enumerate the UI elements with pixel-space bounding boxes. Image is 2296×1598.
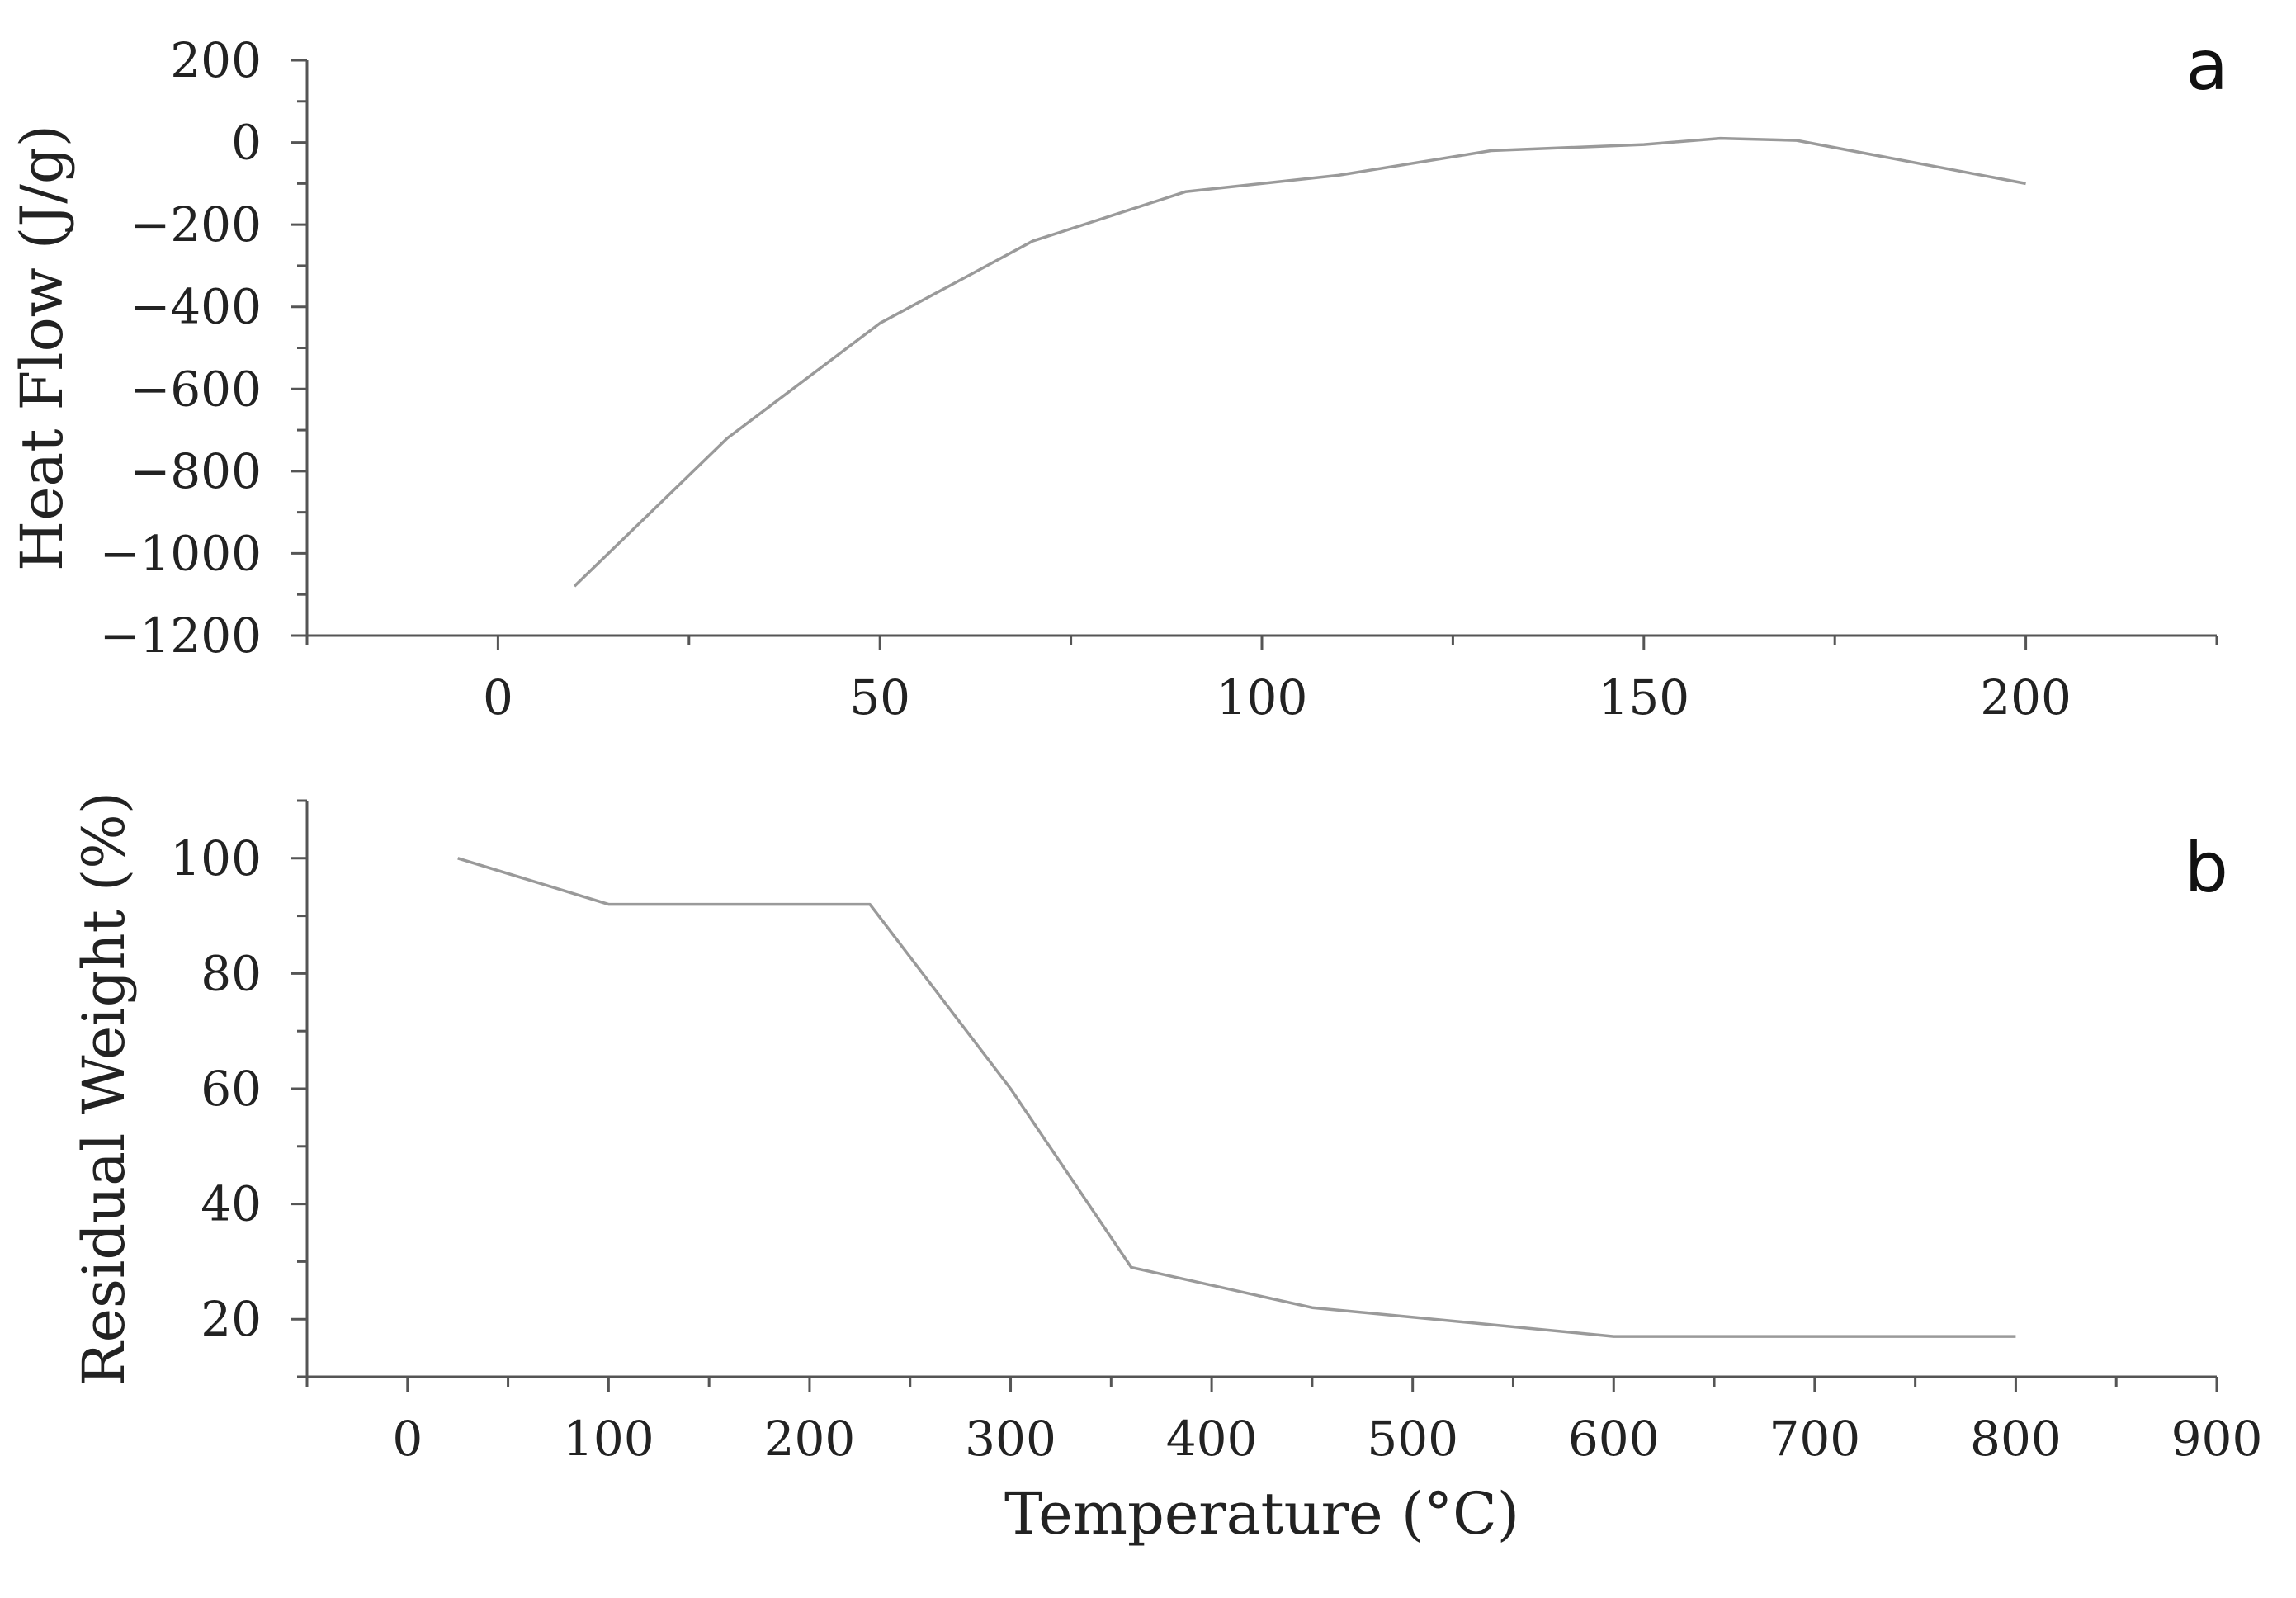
x-tick-label: 100 (1217, 669, 1308, 726)
y-tick-label: −200 (130, 196, 262, 253)
x-tick-label: 0 (392, 1411, 423, 1467)
x-axis-label: Temperature (°C) (1004, 1480, 1519, 1548)
series-line (573, 136, 2026, 588)
y-tick-label: 0 (231, 115, 262, 171)
x-tick-label: 100 (563, 1411, 654, 1467)
y-axis-label: Heat Flow (J/g) (8, 125, 76, 571)
y-tick-label: 80 (201, 945, 262, 1001)
y-tick-label: 60 (201, 1061, 262, 1117)
y-tick-label: 100 (170, 830, 262, 886)
x-tick-label: 400 (1166, 1411, 1258, 1467)
x-tick-label: 200 (1980, 669, 2072, 726)
x-tick-label: 150 (1598, 669, 1689, 726)
x-tick-label: 300 (965, 1411, 1056, 1467)
y-tick-label: −800 (130, 443, 262, 499)
y-tick-label: 200 (170, 32, 262, 88)
x-tick-label: 600 (1568, 1411, 1660, 1467)
x-tick-label: 50 (849, 669, 910, 726)
y-tick-label: 40 (201, 1176, 262, 1232)
y-axis-label: Residual Weight (%) (70, 792, 138, 1386)
y-tick-label: 20 (201, 1291, 262, 1347)
series-line (457, 857, 2016, 1338)
panel-letter: a (2186, 25, 2228, 106)
y-tick-label: −1000 (100, 525, 262, 581)
y-tick-label: −600 (130, 361, 262, 417)
x-tick-label: 800 (1970, 1411, 2062, 1467)
x-tick-label: 900 (2171, 1411, 2263, 1467)
x-tick-label: 0 (483, 669, 513, 726)
x-tick-label: 700 (1769, 1411, 1860, 1467)
y-tick-label: −1200 (100, 608, 262, 664)
panel-letter: b (2185, 827, 2228, 908)
y-tick-label: −400 (130, 279, 262, 335)
x-tick-label: 500 (1367, 1411, 1458, 1467)
panel-a-heat-flow-chart: 200 0 −200 −400 −600 −800 −1000 −1200 0 50 100 150 2… (8, 25, 2228, 726)
x-tick-label: 200 (764, 1411, 856, 1467)
panel-b-residual-weight-chart: 20 40 60 80 100 0 100 200 300 400 500 600 700 800 900 R… (70, 792, 2262, 1548)
